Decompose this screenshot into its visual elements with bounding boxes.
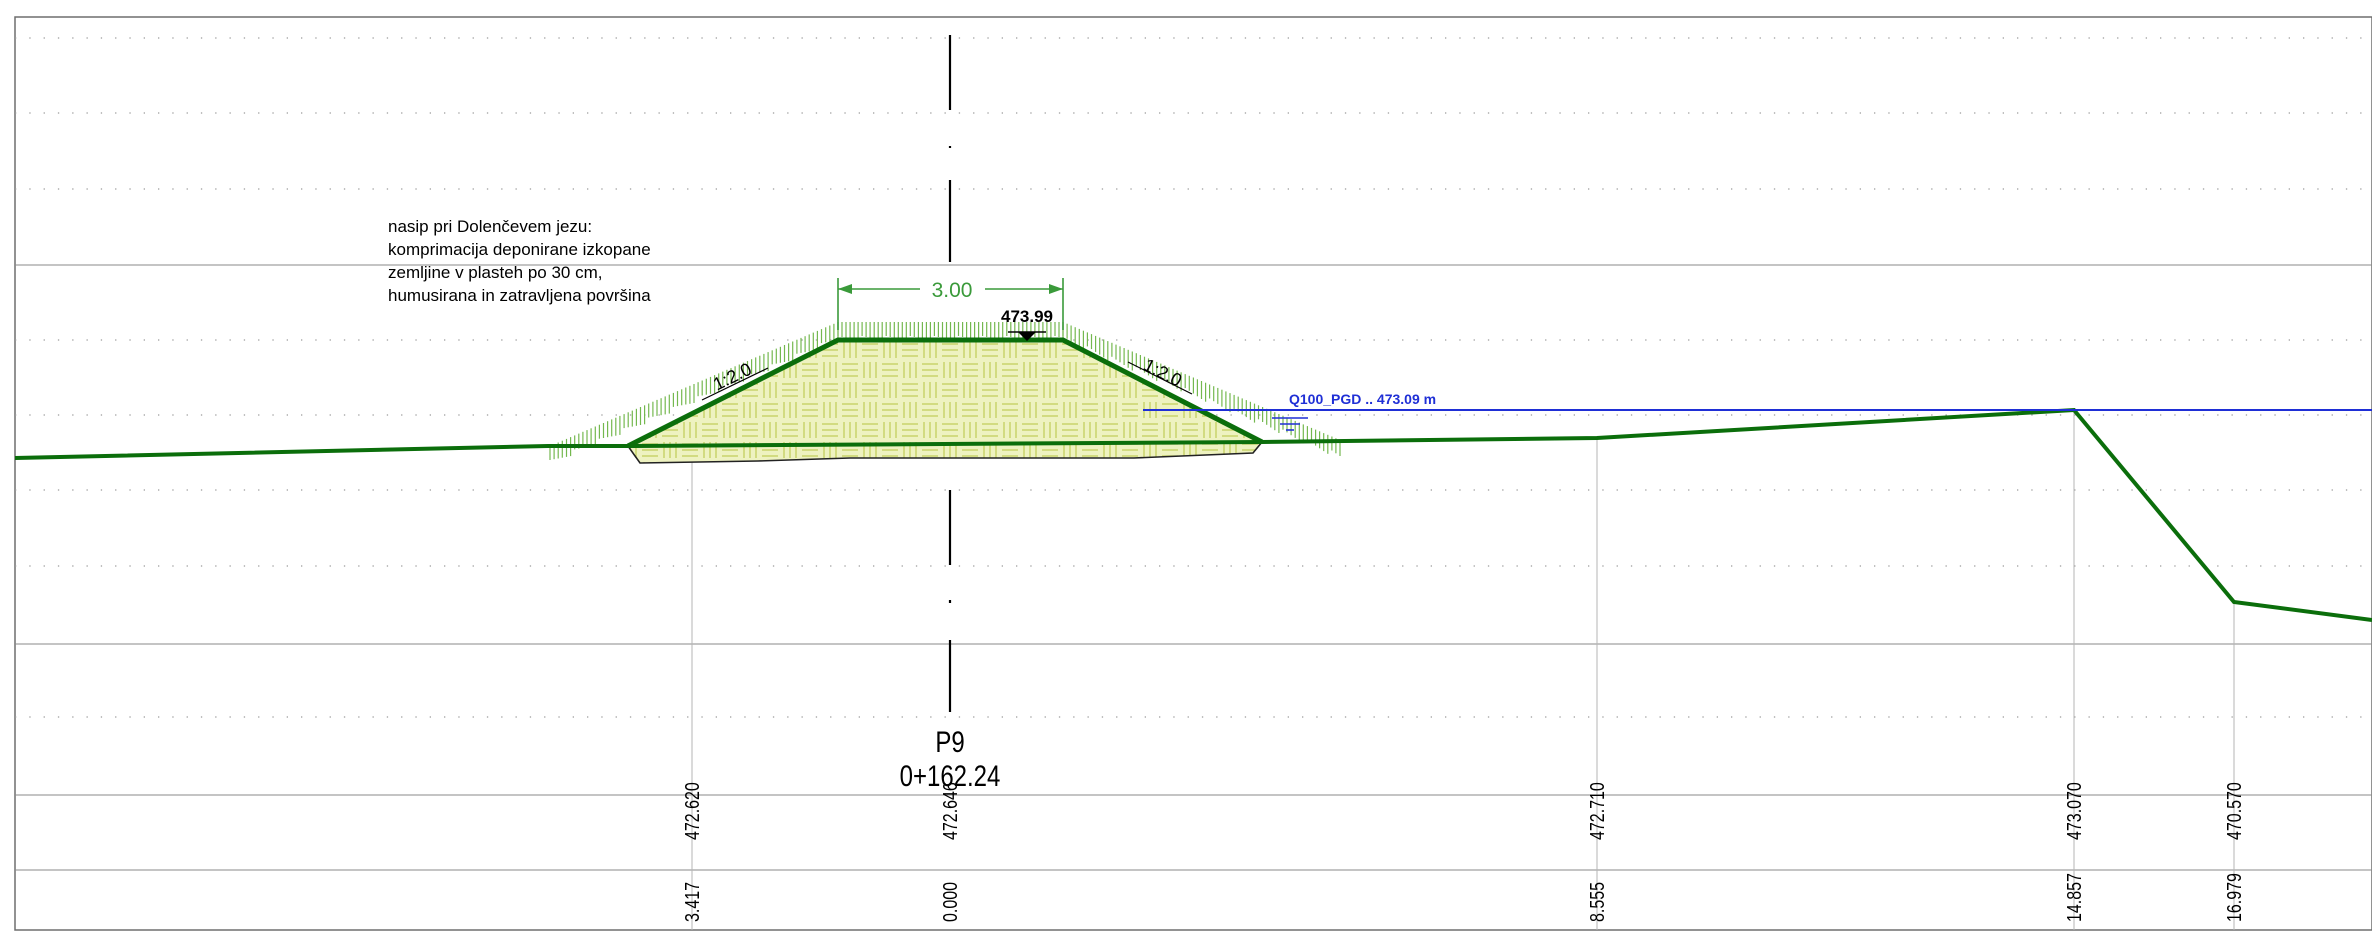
station-4-distance: 14.857: [2063, 873, 2085, 922]
profile-name: P9: [935, 724, 964, 758]
crest-elevation-label: 473.99: [1001, 307, 1053, 326]
embankment-top-outline: [626, 337, 1264, 449]
crest-elevation-marker: [1008, 331, 1046, 341]
station-2-distance: 0.000: [939, 882, 961, 922]
terrain-line: [14, 407, 2372, 622]
water-level-label: Q100_PGD .. 473.09 m: [1289, 391, 1436, 407]
station-3-elevation: 472.710: [1586, 782, 1608, 840]
note-line-1: nasip pri Dolenčevem jezu:: [388, 217, 593, 236]
water-level-symbol: [1272, 417, 1308, 431]
station-values: 472.620 3.417 472.646 0.000 472.710 8.55…: [681, 782, 2245, 922]
profile-chainage: 0+162.24: [900, 758, 1001, 792]
station-1-distance: 3.417: [681, 882, 703, 922]
note-line-2: komprimacija deponirane izkopane: [388, 240, 651, 259]
crest-width-dimension: [837, 278, 1064, 330]
station-5-distance: 16.979: [2223, 873, 2245, 922]
station-4-elevation: 473.070: [2063, 782, 2085, 840]
note-line-3: zemljine v plasteh po 30 cm,: [388, 263, 603, 282]
note-line-4: humusirana in zatravljena površina: [388, 286, 651, 305]
crest-width-label: 3.00: [932, 279, 973, 302]
station-1-elevation: 472.620: [681, 782, 703, 840]
right-slope-underline: [1127, 361, 1193, 395]
station-lines: [691, 412, 2235, 930]
embankment-fill: [628, 340, 1262, 463]
drawing-frame: [14, 16, 2372, 931]
embankment-base: [627, 441, 1263, 464]
band-separators: [15, 264, 2372, 871]
station-2-elevation: 472.646: [939, 782, 961, 840]
station-5-elevation: 470.570: [2223, 782, 2245, 840]
station-3-distance: 8.555: [1586, 882, 1608, 922]
left-slope-underline: [701, 367, 769, 401]
embankment-description-note: nasip pri Dolenčevem jezu: komprimacija …: [388, 215, 651, 307]
